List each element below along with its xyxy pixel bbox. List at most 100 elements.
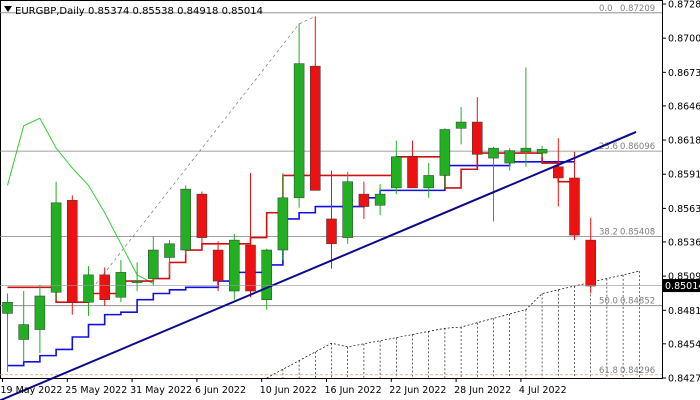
channel-line [298, 16, 316, 25]
candle [585, 217, 596, 294]
candle [164, 240, 175, 275]
candle-body [261, 249, 272, 300]
fib-value-label: 0.87209 [620, 4, 655, 14]
candle-body [34, 295, 46, 330]
fib-level-label: 0.0 [599, 4, 613, 14]
candle [374, 184, 386, 216]
candle [520, 67, 532, 167]
candle [18, 291, 29, 362]
candle-body [472, 121, 483, 155]
candle [326, 170, 337, 269]
candle [67, 195, 78, 315]
price-tick-label: 0.87005 [668, 34, 700, 45]
candle [245, 172, 256, 298]
candle-body [115, 272, 127, 298]
candle-body [326, 218, 337, 245]
lagging-line [7, 117, 154, 285]
candle-body [131, 280, 143, 283]
fib-level-label: 61.8 [599, 366, 618, 376]
candle-body [407, 156, 418, 189]
symbol-dropdown-icon[interactable] [4, 6, 12, 12]
candle-body [50, 202, 62, 293]
candle-body [455, 121, 467, 129]
candle-body [67, 200, 78, 303]
ohlc-values: 0.85374 0.85538 0.84918 0.85014 [88, 6, 263, 17]
candle [423, 163, 434, 198]
candle [342, 171, 353, 244]
current-price-tag [663, 279, 700, 293]
fib-value-label: 0.85408 [620, 228, 655, 238]
price-tick-label: 0.86185 [668, 136, 700, 147]
candle [439, 128, 451, 188]
candle-body [553, 166, 564, 179]
price-tick-label: 0.85635 [668, 204, 700, 215]
price-tick-label: 0.85365 [668, 237, 700, 248]
candle [148, 236, 159, 287]
candle-body [196, 193, 208, 238]
fib-value-label: 0.86096 [620, 142, 655, 152]
candle [212, 241, 224, 292]
price-tick-label: 0.84545 [668, 339, 700, 350]
candle [358, 181, 370, 219]
candle-body [310, 65, 321, 191]
candle [2, 293, 13, 372]
candle [293, 23, 305, 208]
candle [488, 146, 499, 222]
date-axis: 19 May 2022 25 May 2022 31 May 2022 6 Jun 2… [1, 378, 567, 396]
candle [391, 140, 402, 195]
conversion-line [7, 152, 575, 304]
fib-value-label: 0.84852 [620, 297, 655, 307]
candle [310, 16, 321, 191]
date-tick-label: 10 Jun 2022 [260, 385, 317, 396]
candle-body [488, 147, 499, 159]
current-price-label: 0.85014 [665, 281, 700, 292]
candle-body [342, 181, 353, 238]
candle [536, 145, 548, 157]
cloud-edge [266, 270, 640, 379]
candle [569, 151, 580, 241]
symbol-label: EURGBP,Daily [15, 6, 85, 17]
date-tick-label: 16 Jun 2022 [325, 385, 382, 396]
date-tick-label: 31 May 2022 [130, 385, 192, 396]
candle [83, 266, 94, 316]
ichimoku-cloud [266, 270, 640, 379]
candle [504, 148, 515, 171]
candle [180, 185, 191, 255]
candle [472, 97, 483, 157]
candle [131, 262, 143, 292]
chart-header: EURGBP,Daily 0.85374 0.85538 0.84918 0.8… [4, 6, 263, 17]
date-tick-label: 22 Jun 2022 [389, 385, 446, 396]
candle-body [423, 175, 434, 189]
candle-body [277, 197, 289, 251]
candle [277, 172, 289, 260]
candle-body [229, 239, 240, 292]
fib-level-label: 50.0 [599, 297, 618, 307]
candle [115, 259, 127, 303]
candle [261, 248, 272, 310]
candle-body [374, 193, 386, 206]
candle-body [164, 243, 175, 258]
candle-body [569, 177, 580, 236]
date-tick-label: 28 Jun 2022 [454, 385, 511, 396]
candle [229, 233, 240, 300]
candle [34, 284, 46, 354]
date-tick-label: 19 May 2022 [1, 385, 63, 396]
candle-body [83, 274, 94, 303]
date-tick-label: 4 Jul 2022 [519, 385, 567, 396]
support-trendline [0, 131, 637, 400]
candlesticks [2, 16, 596, 372]
candle-body [293, 63, 305, 199]
candle-body [585, 239, 596, 287]
fib-value-label: 0.84296 [620, 366, 655, 376]
candle [407, 140, 418, 189]
candle-body [99, 274, 110, 300]
candle-body [18, 324, 29, 340]
date-tick-label: 25 May 2022 [65, 385, 127, 396]
